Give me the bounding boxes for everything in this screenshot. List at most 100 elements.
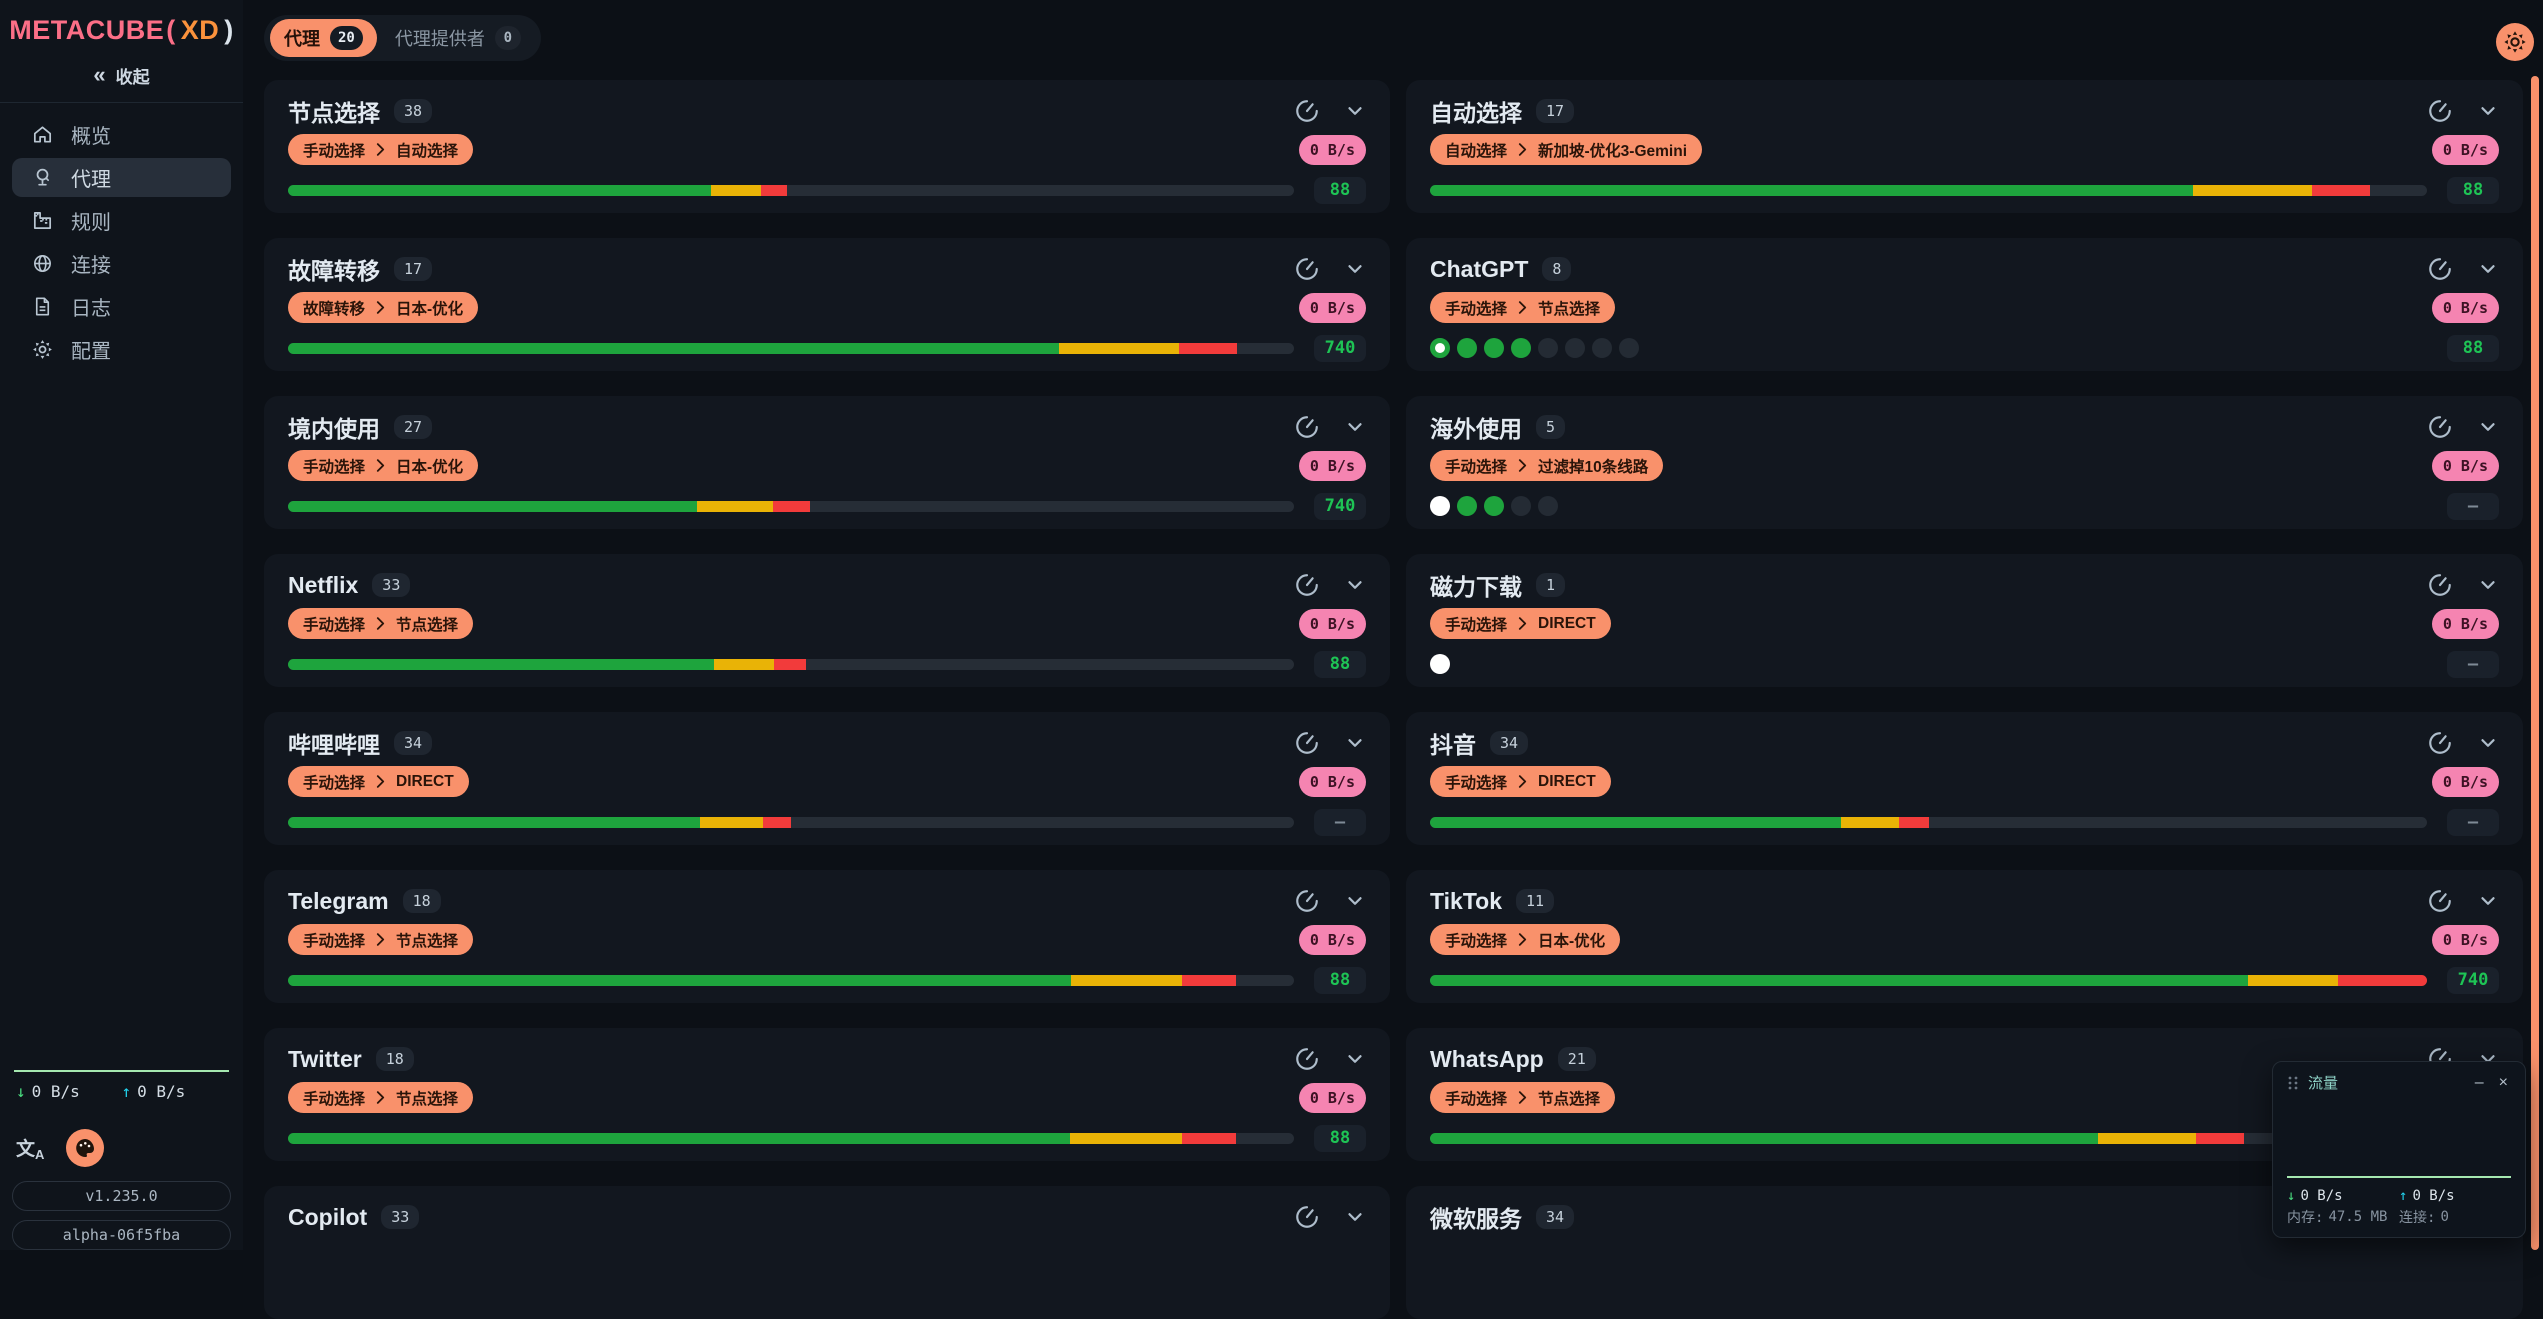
latency-value: 88 <box>1314 1124 1366 1152</box>
node-dot[interactable] <box>1430 338 1450 358</box>
drag-handle-icon[interactable] <box>2287 1075 2299 1091</box>
selection-path-tag[interactable]: 手动选择 DIRECT <box>288 766 469 797</box>
latency-test-button[interactable] <box>2427 256 2453 282</box>
latency-test-button[interactable] <box>1294 888 1320 914</box>
collapse-sidebar-button[interactable]: « 收起 <box>0 60 243 90</box>
group-count-badge: 33 <box>381 1205 420 1229</box>
group-count-badge: 33 <box>372 573 411 597</box>
close-button[interactable]: × <box>2498 1073 2508 1091</box>
selection-path-tag[interactable]: 手动选择 节点选择 <box>1430 1082 1616 1113</box>
node-dot[interactable] <box>1430 496 1450 516</box>
selection-path-tag[interactable]: 手动选择 DIRECT <box>1430 766 1611 797</box>
group-count-badge: 18 <box>402 889 441 913</box>
ui-version-button[interactable]: alpha-06f5fba <box>12 1220 231 1250</box>
chevron-down-icon <box>2477 258 2499 280</box>
sidebar-item-proxies[interactable]: 代理 <box>12 158 231 197</box>
node-dot[interactable] <box>1457 338 1477 358</box>
latency-test-button[interactable] <box>1294 1204 1320 1230</box>
expand-group-button[interactable] <box>2477 258 2499 280</box>
selection-path-tag[interactable]: 手动选择 自动选择 <box>288 134 474 165</box>
expand-group-button[interactable] <box>2477 574 2499 596</box>
proxy-group-card: 海外使用 5 手动选择 过滤掉10条线路 0 B/s — <box>1406 396 2523 529</box>
expand-group-button[interactable] <box>1344 890 1366 912</box>
latency-test-button[interactable] <box>1294 572 1320 598</box>
latency-test-button[interactable] <box>1294 256 1320 282</box>
node-dot[interactable] <box>1619 338 1639 358</box>
selection-path-tag[interactable]: 手动选择 DIRECT <box>1430 608 1611 639</box>
language-switch-button[interactable]: 文A <box>16 1134 44 1162</box>
minimize-button[interactable]: – <box>2474 1073 2484 1091</box>
palette-icon <box>73 1136 97 1160</box>
sidebar-item-connections[interactable]: 连接 <box>12 244 231 283</box>
selection-path-tag[interactable]: 故障转移 日本-优化 <box>288 292 479 323</box>
latency-test-button[interactable] <box>2427 414 2453 440</box>
selection-path-tag[interactable]: 手动选择 节点选择 <box>288 608 474 639</box>
node-dot[interactable] <box>1592 338 1612 358</box>
latency-value: — <box>2447 808 2499 836</box>
sidebar-item-overview[interactable]: 概览 <box>12 115 231 154</box>
expand-group-button[interactable] <box>2477 100 2499 122</box>
core-version-button[interactable]: v1.235.0 <box>12 1181 231 1211</box>
latency-test-button[interactable] <box>1294 98 1320 124</box>
expand-group-button[interactable] <box>1344 258 1366 280</box>
latency-test-button[interactable] <box>1294 730 1320 756</box>
group-title: 自动选择 <box>1430 100 1522 126</box>
tab-label: 代理 <box>284 29 320 49</box>
expand-group-button[interactable] <box>1344 100 1366 122</box>
node-dot[interactable] <box>1484 496 1504 516</box>
expand-group-button[interactable] <box>1344 732 1366 754</box>
latency-test-button[interactable] <box>2427 730 2453 756</box>
sidebar-item-logs[interactable]: 日志 <box>12 287 231 326</box>
node-dot[interactable] <box>1430 654 1450 674</box>
node-dot[interactable] <box>1511 496 1531 516</box>
chevron-down-icon <box>1344 1048 1366 1070</box>
selection-path-tag[interactable]: 手动选择 节点选择 <box>288 1082 474 1113</box>
expand-group-button[interactable] <box>1344 416 1366 438</box>
proxy-settings-button[interactable] <box>2496 23 2534 61</box>
tag-to-label: 节点选择 <box>396 932 459 950</box>
theme-palette-button[interactable] <box>66 1129 105 1167</box>
expand-group-button[interactable] <box>1344 574 1366 596</box>
expand-group-button[interactable] <box>2477 732 2499 754</box>
speed-badge: 0 B/s <box>2431 450 2499 481</box>
sidebar-item-config[interactable]: 配置 <box>12 330 231 369</box>
selection-path-tag[interactable]: 手动选择 过滤掉10条线路 <box>1430 450 1664 481</box>
group-title: 磁力下载 <box>1430 574 1522 600</box>
group-title: Telegram <box>288 887 389 914</box>
sidebar-item-rules[interactable]: 规则 <box>12 201 231 240</box>
selection-path-tag[interactable]: 自动选择 新加坡-优化3-Gemini <box>1430 134 1702 165</box>
tag-to-label: 节点选择 <box>396 1090 459 1108</box>
expand-group-button[interactable] <box>2477 890 2499 912</box>
node-dot[interactable] <box>1538 496 1558 516</box>
expand-group-button[interactable] <box>1344 1206 1366 1228</box>
group-count-badge: 34 <box>1490 731 1529 755</box>
node-dot[interactable] <box>1511 338 1531 358</box>
latency-distribution-bar <box>288 658 1294 670</box>
scrollbar-thumb[interactable] <box>2531 76 2539 1250</box>
selection-path-tag[interactable]: 手动选择 日本-优化 <box>288 450 479 481</box>
chevron-right-icon <box>376 932 385 947</box>
latency-test-button[interactable] <box>2427 888 2453 914</box>
latency-test-button[interactable] <box>2427 572 2453 598</box>
speed-badge: 0 B/s <box>2431 608 2499 639</box>
expand-group-button[interactable] <box>1344 1048 1366 1070</box>
selection-path-tag[interactable]: 手动选择 节点选择 <box>288 924 474 955</box>
node-dot[interactable] <box>1457 496 1477 516</box>
tag-to-label: 过滤掉10条线路 <box>1538 458 1649 476</box>
latency-test-button[interactable] <box>2427 98 2453 124</box>
tab-proxy-providers[interactable]: 代理提供者 0 <box>381 19 535 57</box>
latency-distribution-bar <box>288 500 1294 512</box>
latency-test-button[interactable] <box>1294 414 1320 440</box>
node-dot[interactable] <box>1538 338 1558 358</box>
connections-value: 0 <box>2440 1209 2449 1225</box>
tab-proxies[interactable]: 代理 20 <box>270 19 377 57</box>
sidebar-item-label: 配置 <box>71 341 111 363</box>
proxy-group-card: 抖音 34 手动选择 DIRECT 0 B/s — <box>1406 712 2523 845</box>
latency-test-button[interactable] <box>1294 1046 1320 1072</box>
selection-path-tag[interactable]: 手动选择 节点选择 <box>1430 292 1616 323</box>
expand-group-button[interactable] <box>2477 416 2499 438</box>
node-dot[interactable] <box>1565 338 1585 358</box>
selection-path-tag[interactable]: 手动选择 日本-优化 <box>1430 924 1621 955</box>
node-dot[interactable] <box>1484 338 1504 358</box>
connections-count: 连接: 0 <box>2399 1207 2511 1227</box>
